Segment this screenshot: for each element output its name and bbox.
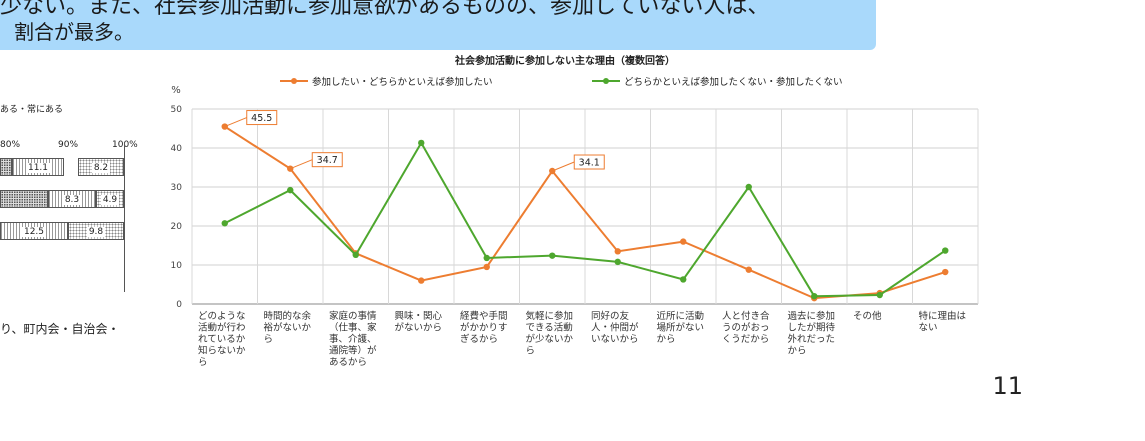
- callout-leader: [552, 161, 575, 172]
- data-point: [745, 266, 752, 273]
- left-chart-fragment: ある・常にある 80% 90% 100% 11.1 8.2 8.3 4.9 12…: [0, 96, 140, 356]
- callout-box: [573, 154, 605, 170]
- data-label: 34.1: [579, 158, 600, 169]
- data-point: [811, 293, 818, 300]
- data-point: [614, 248, 621, 255]
- data-point: [549, 167, 556, 175]
- x-tick-label: 興味・関心がないから: [395, 310, 443, 334]
- data-point: [942, 247, 949, 254]
- summary-banner: 少ない。また、社会参加活動に参加意欲があるものの、参加していない人は、 割合が最…: [0, 0, 876, 50]
- series-line: [224, 125, 946, 300]
- left-bar-segment: 4.9: [96, 190, 124, 208]
- left-legend-text: ある・常にある: [0, 105, 64, 115]
- data-point: [876, 291, 883, 299]
- x-tick-label: 特に理由はない: [919, 310, 967, 334]
- callout-box: [311, 152, 343, 168]
- y-tick-label: 50: [171, 105, 183, 115]
- data-point: [483, 263, 490, 271]
- left-body-text: り、町内会・自治会・: [0, 322, 120, 336]
- left-bar-segment: [0, 190, 48, 208]
- left-bar-segment: [0, 158, 12, 176]
- callout-leader: [224, 117, 247, 128]
- x-tick-label: 近所に活動場所がないから: [657, 310, 705, 345]
- y-tick-label: 20: [171, 222, 183, 232]
- left-bar-value: 12.5: [21, 227, 47, 237]
- x-tick-label: 過去に参加したが期待外れだったから: [788, 310, 836, 357]
- left-bar-value: 8.3: [62, 195, 82, 205]
- data-point: [287, 186, 294, 194]
- left-bar-segment: 9.8: [68, 222, 124, 240]
- x-tick-label: その他: [853, 310, 882, 322]
- callout-leader: [290, 159, 313, 170]
- banner-text-line1: 少ない。また、社会参加活動に参加意欲があるものの、参加していない人は、: [0, 0, 770, 19]
- series-line: [224, 140, 946, 298]
- y-tick-label: 30: [171, 183, 183, 193]
- page-number: 11: [992, 372, 1023, 400]
- line-chart: 社会参加活動に参加しない主な理由（複数回答）% 0 10 20 30 40 50 どのような活…: [171, 54, 979, 368]
- callout-box: [246, 110, 278, 126]
- x-tick-label: 気軽に参加できる活動が少ないから: [526, 310, 574, 357]
- data-point: [483, 254, 490, 262]
- left-axis-tick: 90%: [58, 140, 79, 150]
- y-tick-label: 10: [171, 261, 183, 271]
- banner-text-line2: 割合が最多。: [14, 20, 134, 44]
- x-tick-label: 家庭の事情（仕事、家事、介護、通院等）があるから: [329, 310, 377, 368]
- data-point: [680, 276, 687, 283]
- left-bar-value: 11.1: [25, 163, 51, 173]
- y-tick-label: 0: [176, 300, 182, 310]
- legend-marker: [291, 78, 297, 84]
- data-point: [352, 251, 359, 259]
- x-tick-label: 同好の友人・仲間がいないから: [591, 310, 639, 345]
- y-axis-label: %: [171, 85, 181, 96]
- left-bar-segment: 8.2: [78, 158, 124, 176]
- x-tick-label: どのような活動が行われているか知らないから: [198, 311, 246, 368]
- data-label: 34.7: [317, 155, 338, 166]
- left-bar-value: 4.9: [100, 195, 120, 205]
- left-bar-segment: 12.5: [0, 222, 68, 240]
- left-chart-frame: [124, 142, 125, 292]
- legend-label: どちらかといえば参加したくない・参加したくない: [624, 76, 843, 88]
- x-tick-label: 経費や手間がかかりすぎるから: [460, 310, 508, 345]
- x-tick-label: 人と付き合うのがおっくうだから: [722, 310, 770, 345]
- left-bar-segment: 8.3: [48, 190, 96, 208]
- data-point: [418, 277, 425, 284]
- data-point: [549, 252, 556, 259]
- x-tick-label: 時間的な余裕がないから: [264, 310, 312, 345]
- left-axis-tick: 80%: [0, 140, 21, 150]
- data-point: [745, 183, 752, 191]
- left-bar-value: 8.2: [91, 163, 111, 173]
- legend-marker: [603, 78, 609, 84]
- data-point: [418, 139, 425, 147]
- data-label: 45.5: [251, 113, 272, 124]
- left-bar-segment: 11.1: [12, 158, 64, 176]
- data-point: [942, 268, 949, 276]
- data-point: [680, 238, 687, 245]
- chart-title: 社会参加活動に参加しない主な理由（複数回答）: [454, 54, 675, 67]
- left-bar-value: 9.8: [86, 227, 106, 237]
- legend-label: 参加したい・どちらかといえば参加したい: [312, 76, 493, 88]
- data-point: [221, 220, 228, 227]
- data-point: [614, 258, 621, 266]
- y-tick-label: 40: [171, 144, 183, 154]
